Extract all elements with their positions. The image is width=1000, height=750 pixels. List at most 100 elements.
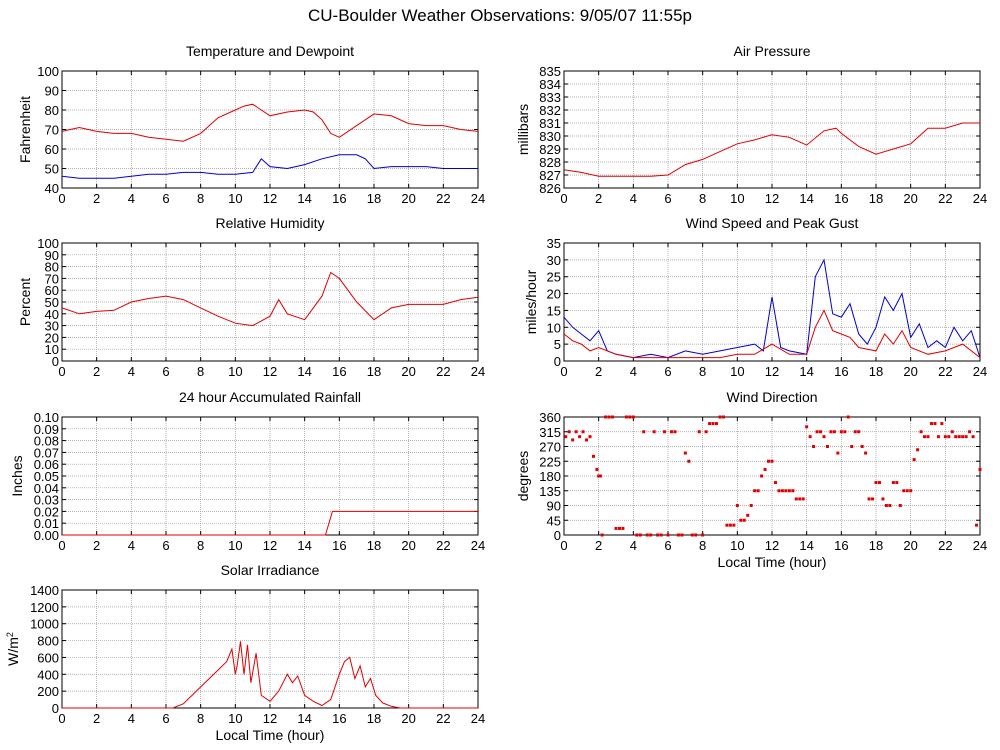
humidity-ytick-label: 70	[45, 271, 59, 286]
winddir-point	[836, 451, 840, 455]
pressure-ytick-label: 832	[539, 103, 561, 118]
winddir-point	[881, 497, 885, 501]
humidity-xtick-label: 0	[58, 364, 65, 379]
temp-chart: 0 2 4 6 8 10 12 14 16 18 20 22 24405060708090100Temp…	[17, 43, 485, 206]
winddir-xtick-label: 18	[869, 538, 883, 553]
humidity-xtick-label: 6	[162, 364, 169, 379]
winddir-point	[912, 458, 916, 462]
winddir-point	[749, 504, 753, 507]
winddir-point	[669, 430, 673, 434]
rain-ytick-label: 0.00	[34, 528, 59, 543]
pressure-series-line-1	[563, 122, 980, 177]
pressure-xtick-label: 16	[834, 191, 848, 206]
solar-chart: 0 2 4 6 8 10 12 14 16 18 20 22 240200400600800100012…	[5, 562, 485, 743]
solar-xtick-label: 0	[58, 711, 65, 726]
winddir-point	[978, 467, 982, 471]
wind-xtick-label: 6	[664, 364, 671, 379]
winddir-point	[805, 425, 809, 429]
winddir-point	[742, 518, 746, 522]
winddir-point	[760, 474, 764, 478]
winddir-point	[614, 526, 618, 530]
rain-xtick-label: 18	[367, 538, 381, 553]
solar-ylabel: W/m2	[5, 632, 21, 666]
winddir-point	[898, 504, 902, 507]
winddir-point	[936, 435, 940, 439]
winddir-point	[961, 435, 965, 439]
winddir-point	[585, 438, 589, 442]
winddir-point	[947, 435, 951, 439]
winddir-point	[604, 415, 608, 419]
pressure-xtick-label: 22	[938, 191, 952, 206]
winddir-point	[578, 435, 582, 439]
temp-xtick-label: 6	[162, 191, 169, 206]
humidity-xtick-label: 18	[367, 364, 381, 379]
temp-xtick-label: 4	[128, 191, 135, 206]
winddir-point	[905, 489, 909, 493]
winddir-point	[950, 430, 954, 434]
winddir-point	[853, 430, 857, 434]
rain-ytick-label: 0.02	[34, 504, 59, 519]
winddir-point	[645, 533, 649, 537]
rain-xtick-label: 4	[128, 538, 135, 553]
wind-ytick-label: 5	[554, 337, 561, 352]
winddir-point	[663, 430, 667, 434]
humidity-xtick-label: 2	[93, 364, 100, 379]
winddir-point	[794, 497, 798, 501]
temp-xtick-label: 0	[58, 191, 65, 206]
rain-title: 24 hour Accumulated Rainfall	[179, 389, 361, 405]
winddir-point	[916, 448, 920, 452]
winddir-point	[923, 435, 927, 439]
solar-xtick-label: 16	[332, 711, 346, 726]
rain-chart: 0 2 4 6 8 10 12 14 16 18 20 22 240.000.010.020.030.0…	[9, 389, 485, 553]
rain-xtick-label: 6	[162, 538, 169, 553]
pressure-xtick-label: 8	[699, 191, 706, 206]
winddir-point	[753, 489, 757, 493]
pressure-xtick-label: 10	[730, 191, 744, 206]
wind-xtick-label: 24	[973, 364, 987, 379]
wind-ytick-label: 25	[547, 270, 561, 285]
rain-ytick-label: 0.05	[34, 469, 59, 484]
solar-xlabel: Local Time (hour)	[216, 727, 325, 743]
winddir-point	[971, 435, 975, 439]
winddir-point	[666, 533, 670, 537]
humidity-ytick-label: 40	[45, 307, 59, 322]
winddir-point	[957, 435, 961, 439]
winddir-point	[763, 467, 767, 471]
temp-xtick-label: 14	[297, 191, 311, 206]
pressure-ytick-label: 830	[539, 129, 561, 144]
humidity-xtick-label: 24	[471, 364, 485, 379]
rain-xtick-label: 16	[332, 538, 346, 553]
temp-series-line-2	[61, 154, 478, 179]
solar-xtick-label: 12	[263, 711, 277, 726]
winddir-point	[683, 451, 687, 455]
winddir-ytick-label: 225	[539, 454, 561, 469]
winddir-point	[701, 533, 705, 537]
winddir-xtick-label: 22	[938, 538, 952, 553]
temp-ytick-label: 70	[45, 123, 59, 138]
pressure-xtick-label: 20	[903, 191, 917, 206]
solar-ytick-label: 1000	[30, 617, 59, 632]
winddir-point	[728, 523, 732, 527]
humidity-ytick-label: 50	[45, 295, 59, 310]
humidity-ylabel: Percent	[17, 278, 33, 326]
humidity-title: Relative Humidity	[216, 215, 325, 231]
solar-ytick-label: 0	[52, 701, 59, 716]
humidity-ytick-label: 20	[45, 330, 59, 345]
winddir-point	[628, 415, 632, 419]
winddir-point	[739, 518, 743, 522]
pressure-ytick-label: 829	[539, 142, 561, 157]
wind-xtick-label: 18	[869, 364, 883, 379]
winddir-xtick-label: 24	[973, 538, 987, 553]
rain-ytick-label: 0.06	[34, 457, 59, 472]
humidity-ytick-label: 30	[45, 319, 59, 334]
winddir-point	[597, 474, 601, 478]
winddir-point	[780, 489, 784, 493]
winddir-chart: 0 2 4 6 8 10 12 14 16 18 20 22 240459013518022527031…	[515, 389, 987, 570]
pressure-xtick-label: 18	[869, 191, 883, 206]
winddir-point	[704, 430, 708, 434]
rain-ytick-label: 0.03	[34, 493, 59, 508]
winddir-point	[791, 489, 795, 493]
winddir-ytick-label: 45	[547, 513, 561, 528]
winddir-ylabel: degrees	[515, 451, 531, 502]
winddir-xtick-label: 0	[560, 538, 567, 553]
